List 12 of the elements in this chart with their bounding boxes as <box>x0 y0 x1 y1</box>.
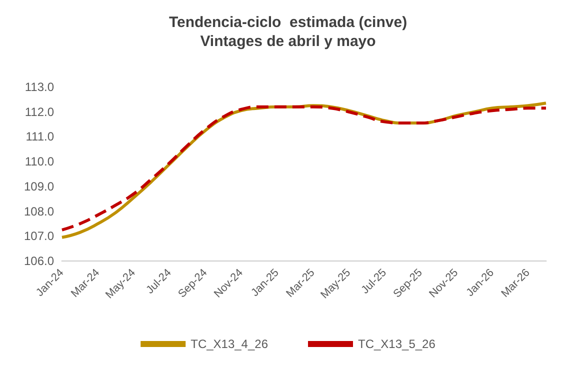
y-tick-label: 109.0 <box>24 179 54 194</box>
y-tick-label: 111.0 <box>26 130 54 144</box>
y-tick-label: 112.0 <box>24 104 54 119</box>
legend-label: TC_X13_5_26 <box>358 337 436 351</box>
y-tick-label: 107.0 <box>24 229 54 244</box>
chart-subtitle: Vintages de abril y mayo <box>200 33 376 50</box>
y-tick-label: 110.0 <box>24 154 54 169</box>
chart-title: Tendencia-ciclo estimada (cinve) <box>168 14 408 31</box>
y-tick-label: 113.0 <box>24 80 54 94</box>
legend-label: TC_X13_4_26 <box>190 337 268 351</box>
y-tick-label: 108.0 <box>24 204 54 218</box>
y-tick-label: 106.0 <box>24 254 54 268</box>
